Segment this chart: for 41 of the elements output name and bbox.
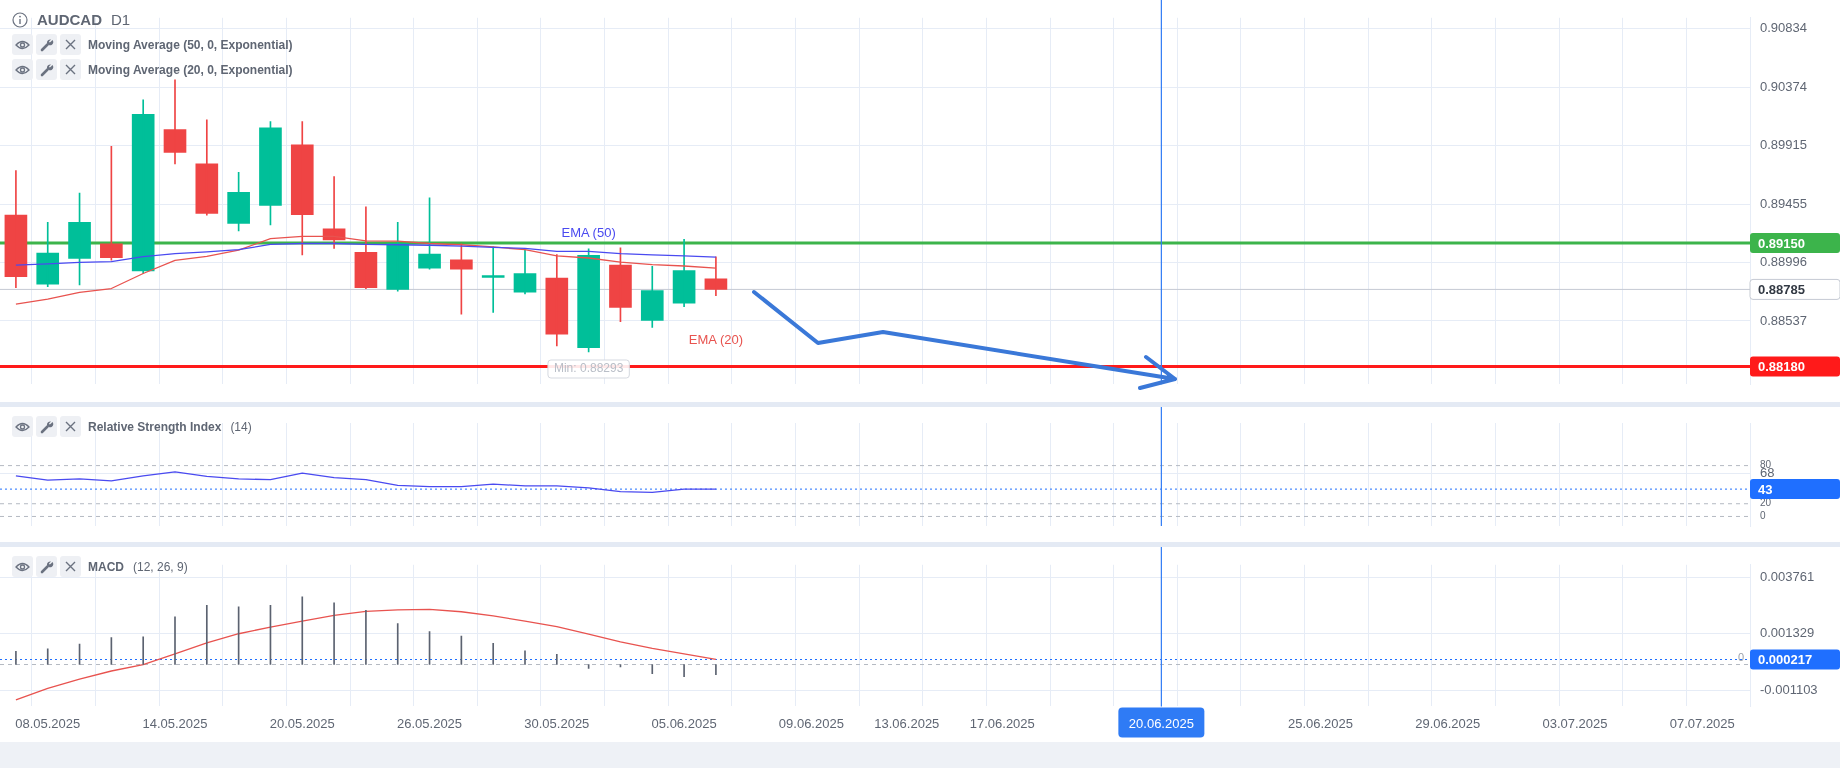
y-tick-label: 0.001329 bbox=[1760, 625, 1815, 641]
chart-subtitle: D1 bbox=[111, 11, 131, 28]
annotation: Moving Average (20, 0, Exponential) bbox=[88, 62, 293, 77]
x-tick-label: 25.06.2025 bbox=[1287, 715, 1353, 731]
ref-line-label: 0 bbox=[1737, 651, 1744, 664]
chart-subtitle: (14) bbox=[230, 419, 252, 434]
ref-line-label: 0.000217 bbox=[1758, 652, 1813, 668]
chart-title: Relative Strength Index bbox=[88, 419, 222, 434]
y-tick-label: 0.89455 bbox=[1760, 195, 1807, 211]
ref-line-label: 0.88180 bbox=[1758, 358, 1805, 374]
x-tick-label: 20.06.2025 bbox=[1128, 715, 1194, 731]
ref-line-label: 0.88785 bbox=[1758, 282, 1805, 297]
annotation: Min: 0.88293 bbox=[553, 361, 624, 376]
x-tick-label: 30.05.2025 bbox=[524, 715, 590, 731]
y-tick-label: 0.88996 bbox=[1760, 254, 1807, 270]
x-tick-label: 17.06.2025 bbox=[969, 715, 1035, 731]
chart-title: MACD bbox=[88, 559, 124, 574]
chart-title: AUDCAD bbox=[37, 11, 102, 28]
ref-line-label: 43 bbox=[1758, 481, 1773, 497]
x-tick-label: 08.05.2025 bbox=[15, 715, 81, 731]
x-tick-label: 20.05.2025 bbox=[269, 715, 335, 731]
x-tick-label: 07.07.2025 bbox=[1669, 715, 1735, 731]
x-tick-label: 05.06.2025 bbox=[651, 715, 717, 731]
x-tick-label: 13.06.2025 bbox=[874, 715, 940, 731]
y-tick-label: -0.001103 bbox=[1760, 681, 1818, 697]
chart-subtitle: (12, 26, 9) bbox=[133, 559, 188, 574]
series-label: EMA (50) bbox=[561, 224, 616, 240]
y-tick-label: 0.90834 bbox=[1760, 20, 1807, 36]
x-tick-label: 29.06.2025 bbox=[1415, 715, 1481, 731]
y-tick-label: 0.003761 bbox=[1760, 569, 1815, 585]
x-tick-label: 26.05.2025 bbox=[397, 715, 463, 731]
y-tick-label: 0.88537 bbox=[1760, 312, 1807, 328]
x-tick-label: 09.06.2025 bbox=[778, 715, 844, 731]
y-tick-label: 0.89915 bbox=[1760, 137, 1807, 153]
y-tick-label: 0 bbox=[1760, 510, 1766, 522]
y-tick-label: 0.90374 bbox=[1760, 78, 1807, 94]
text: EMA (20) bbox=[688, 331, 743, 347]
x-tick-label: 14.05.2025 bbox=[142, 715, 208, 731]
annotation: Moving Average (50, 0, Exponential) bbox=[88, 37, 293, 52]
ref-line-label: 0.89150 bbox=[1758, 235, 1805, 251]
x-tick-label: 03.07.2025 bbox=[1542, 715, 1608, 731]
